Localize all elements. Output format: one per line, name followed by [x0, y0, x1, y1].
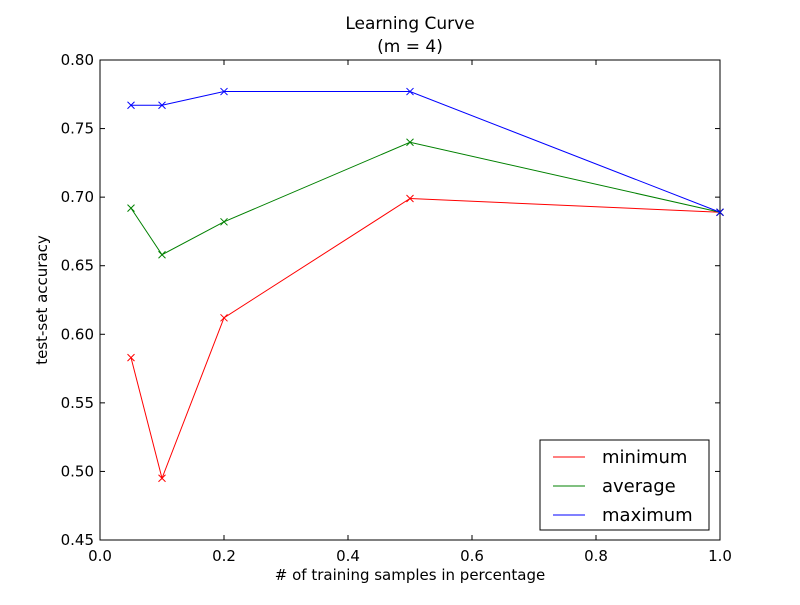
data-point-maximum — [127, 101, 135, 110]
series-line-average — [130, 141, 721, 256]
x-tick-label: 0.2 — [212, 547, 236, 565]
plot-area: 0.0 0.2 0.4 0.6 0.8 1.0 0.45 0.50 0.55 0.60 0.65 0.… — [61, 51, 732, 565]
y-tick-label: 0.80 — [61, 51, 94, 69]
y-tick-label: 0.50 — [61, 462, 94, 480]
y-tick-label: 0.75 — [61, 120, 94, 138]
legend-label-average: average — [602, 476, 676, 497]
x-tick-label: 0.0 — [88, 547, 112, 565]
data-point-minimum — [406, 194, 414, 203]
data-point-average — [127, 204, 135, 212]
x-tick-label: 0.8 — [584, 547, 608, 565]
legend-label-minimum: minimum — [602, 447, 687, 468]
x-axis-label: # of training samples in percentage — [275, 566, 545, 584]
chart-title: Learning Curve — [345, 14, 474, 34]
y-tick-label: 0.70 — [61, 188, 94, 206]
data-point-average — [220, 217, 228, 226]
y-tick-label: 0.65 — [61, 257, 94, 275]
x-tick-label: 0.6 — [460, 547, 484, 565]
data-point-minimum — [127, 353, 135, 362]
data-point-average — [406, 138, 414, 147]
y-tick-label: 0.45 — [61, 531, 94, 549]
legend: minimum average maximum — [539, 439, 710, 531]
data-point-average — [158, 250, 166, 259]
series-line-minimum — [130, 198, 721, 480]
data-point-minimum — [220, 313, 228, 322]
data-point-maximum — [716, 208, 724, 217]
y-tick-label: 0.55 — [61, 394, 94, 412]
data-point-maximum — [158, 101, 166, 110]
chart-subtitle: (m = 4) — [377, 37, 443, 57]
y-tick-label: 0.60 — [61, 325, 94, 343]
plot-frame — [99, 59, 721, 541]
data-point-minimum — [158, 474, 166, 483]
data-point-maximum — [220, 87, 228, 96]
y-axis-label: test-set accuracy — [33, 235, 51, 365]
legend-label-maximum: maximum — [602, 505, 693, 526]
data-point-maximum — [406, 87, 414, 96]
series-line-maximum — [131, 91, 721, 213]
x-tick-label: 0.4 — [336, 547, 360, 565]
x-tick-label: 1.0 — [708, 547, 732, 565]
